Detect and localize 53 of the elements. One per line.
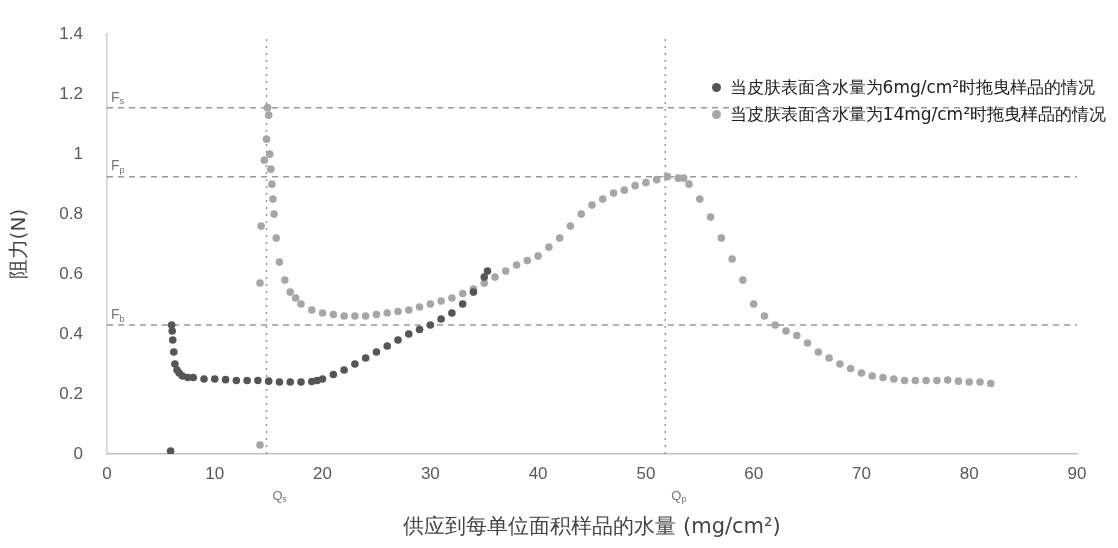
point [480,273,489,281]
y-tick-label: 0.8 [59,203,83,223]
point [189,373,198,382]
point [361,354,370,362]
point [437,315,445,323]
point [264,377,273,385]
point [483,267,492,275]
point [329,370,338,379]
x-tick-label: 30 [420,463,440,483]
point [168,336,177,344]
point [426,321,435,329]
y-axis-title: 阻力(N) [6,208,31,280]
point [221,375,230,384]
x-tick-label: 40 [528,463,548,483]
point [168,327,177,335]
point [166,447,175,454]
y-tick-label: 1.4 [59,23,83,43]
point [351,360,359,368]
point [275,378,284,386]
point [170,348,178,356]
point [254,376,262,385]
point [448,309,456,317]
point [394,336,402,344]
point [458,300,467,308]
point [210,375,219,383]
point [340,366,348,374]
x-tick-label: 10 [205,463,225,483]
point [232,376,241,385]
point [415,325,424,334]
legend-label: 当皮肤表面含水量为6mg/cm²时拖曳样品的情况 [729,76,1096,100]
x-tick-label: 0 [102,463,112,483]
y-tick-label: 0.4 [59,323,83,343]
x-tick-label: 20 [313,463,333,483]
y-tick-label: 0.2 [59,383,83,403]
point [297,378,305,386]
x-tick-label: 50 [636,463,656,483]
legend-label: 当皮肤表面含水量为14mg/cm²时拖曳样品的情况 [729,103,1106,127]
y-tick-label: 0.6 [59,263,83,283]
point [286,378,295,386]
point [372,348,381,356]
x-tick-label: 70 [851,463,871,483]
point [318,375,327,383]
x-tick-label: 90 [1067,463,1087,483]
y-tick-label: 0 [73,443,83,463]
y-tick-label: 1.2 [59,83,83,103]
point [200,375,208,383]
x-tick-label: 60 [744,463,764,483]
point [383,342,392,350]
y-tick-label: 1 [73,143,83,163]
point [404,330,413,338]
x-axis-title: 供应到每单位面积样品的水量 (mg/cm²) [403,513,781,538]
x-tick-label: 80 [959,463,979,483]
point [243,376,251,385]
